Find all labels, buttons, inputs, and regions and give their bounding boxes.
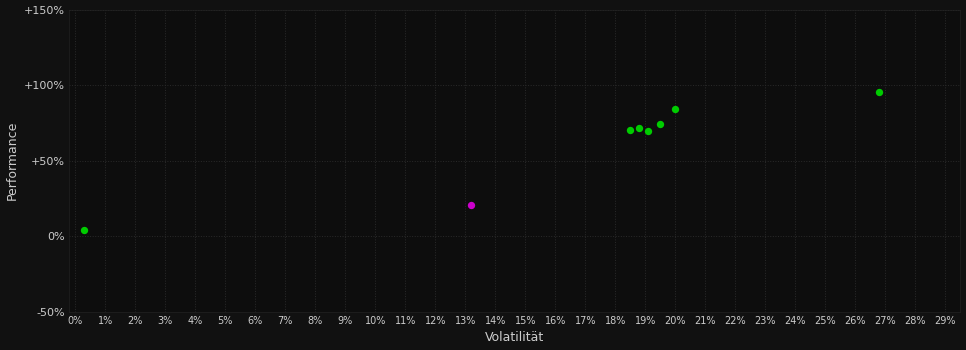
Point — [653, 121, 668, 127]
Point — [76, 228, 92, 233]
Point — [623, 128, 639, 133]
Y-axis label: Performance: Performance — [6, 121, 18, 200]
Point — [668, 106, 683, 111]
Point — [632, 125, 647, 131]
Point — [464, 202, 479, 208]
Point — [871, 89, 887, 95]
X-axis label: Volatilität: Volatilität — [485, 331, 545, 344]
Point — [640, 128, 656, 134]
